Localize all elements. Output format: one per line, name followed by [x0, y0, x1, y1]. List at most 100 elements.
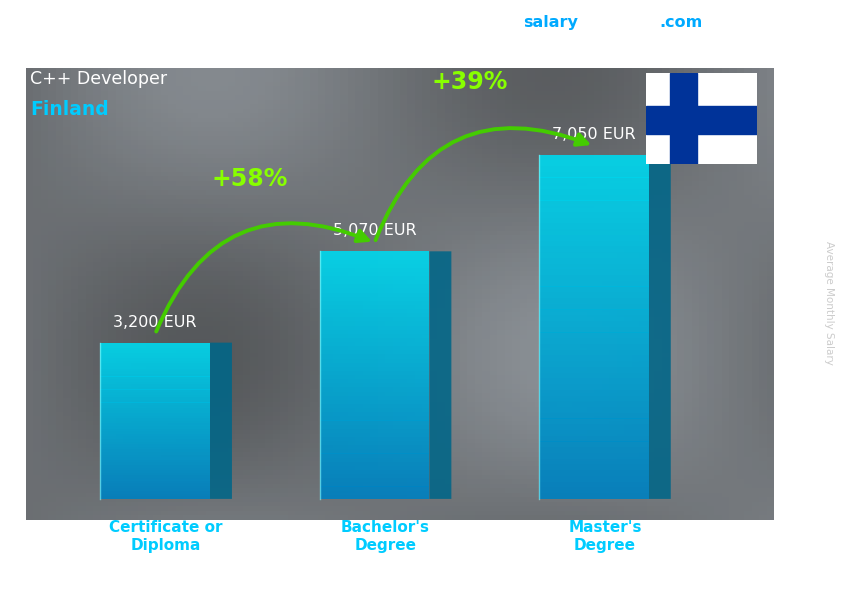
Bar — [100, 465, 210, 468]
Bar — [100, 405, 210, 408]
Text: +58%: +58% — [212, 167, 288, 191]
Bar — [539, 212, 649, 218]
Bar — [320, 318, 429, 321]
Text: Average Monthly Salary: Average Monthly Salary — [824, 241, 834, 365]
Bar — [320, 400, 429, 404]
Bar — [320, 334, 429, 338]
Bar — [320, 321, 429, 325]
Bar — [320, 284, 429, 288]
Bar — [100, 454, 210, 458]
Bar — [539, 171, 649, 178]
Bar — [539, 292, 649, 298]
Bar — [100, 361, 210, 364]
Bar — [320, 367, 429, 371]
Text: explorer: explorer — [587, 15, 664, 30]
Text: .com: .com — [660, 15, 703, 30]
Bar — [100, 460, 210, 462]
Bar — [100, 491, 210, 494]
Text: 5,070 EUR: 5,070 EUR — [332, 224, 416, 238]
Bar — [539, 218, 649, 224]
Bar — [539, 407, 649, 413]
Bar — [100, 371, 210, 374]
Bar — [100, 353, 210, 356]
Bar — [320, 482, 429, 487]
Bar — [100, 468, 210, 470]
Bar — [320, 346, 429, 350]
Bar — [539, 166, 649, 172]
Bar — [320, 255, 429, 259]
Bar — [539, 424, 649, 430]
Bar — [539, 201, 649, 206]
Bar — [100, 447, 210, 450]
Text: C++ Developer: C++ Developer — [30, 70, 167, 88]
Bar — [100, 368, 210, 371]
Bar — [100, 382, 210, 384]
Bar — [646, 107, 756, 134]
Bar — [539, 246, 649, 252]
Bar — [539, 396, 649, 401]
Bar — [539, 436, 649, 442]
Bar — [320, 445, 429, 450]
Bar — [100, 442, 210, 444]
Bar — [320, 421, 429, 425]
Bar — [539, 252, 649, 258]
Bar — [539, 344, 649, 350]
Bar — [320, 371, 429, 375]
Bar — [320, 309, 429, 313]
Bar — [320, 264, 429, 268]
Bar — [539, 235, 649, 241]
Bar — [539, 224, 649, 229]
Bar — [100, 457, 210, 460]
Bar — [320, 491, 429, 494]
Bar — [539, 178, 649, 184]
Bar — [539, 464, 649, 470]
Bar — [100, 402, 210, 405]
Bar — [320, 412, 429, 416]
Bar — [539, 430, 649, 436]
Bar — [320, 458, 429, 462]
Bar — [539, 361, 649, 367]
Bar — [539, 160, 649, 166]
Bar — [539, 390, 649, 396]
Bar — [100, 410, 210, 413]
Bar — [100, 374, 210, 376]
Bar — [100, 345, 210, 348]
Bar — [320, 449, 429, 453]
Text: salary: salary — [523, 15, 578, 30]
Bar — [100, 395, 210, 398]
Bar — [100, 416, 210, 418]
Bar — [100, 400, 210, 402]
Bar — [100, 473, 210, 476]
Bar — [320, 379, 429, 384]
Bar — [539, 206, 649, 212]
Polygon shape — [429, 251, 451, 499]
Bar — [539, 378, 649, 384]
Bar — [320, 355, 429, 359]
Bar — [539, 355, 649, 361]
Bar — [100, 408, 210, 410]
Bar — [320, 375, 429, 379]
Bar — [100, 364, 210, 366]
Bar — [100, 376, 210, 379]
Bar — [320, 280, 429, 284]
Bar — [320, 313, 429, 318]
Text: Certificate or
Diploma: Certificate or Diploma — [110, 521, 223, 553]
Bar — [320, 383, 429, 387]
Bar — [100, 452, 210, 454]
Bar — [320, 437, 429, 441]
Text: +39%: +39% — [431, 70, 507, 95]
Bar — [100, 366, 210, 368]
Bar — [100, 384, 210, 387]
Bar — [539, 333, 649, 338]
Bar — [100, 470, 210, 473]
Bar — [539, 367, 649, 373]
Bar — [320, 408, 429, 412]
Text: Finland: Finland — [30, 100, 109, 119]
Bar — [100, 439, 210, 442]
Bar — [539, 310, 649, 315]
Bar — [539, 281, 649, 287]
Bar — [539, 419, 649, 424]
Text: 7,050 EUR: 7,050 EUR — [552, 127, 636, 142]
Bar — [539, 269, 649, 275]
Text: Bachelor's
Degree: Bachelor's Degree — [341, 521, 430, 553]
